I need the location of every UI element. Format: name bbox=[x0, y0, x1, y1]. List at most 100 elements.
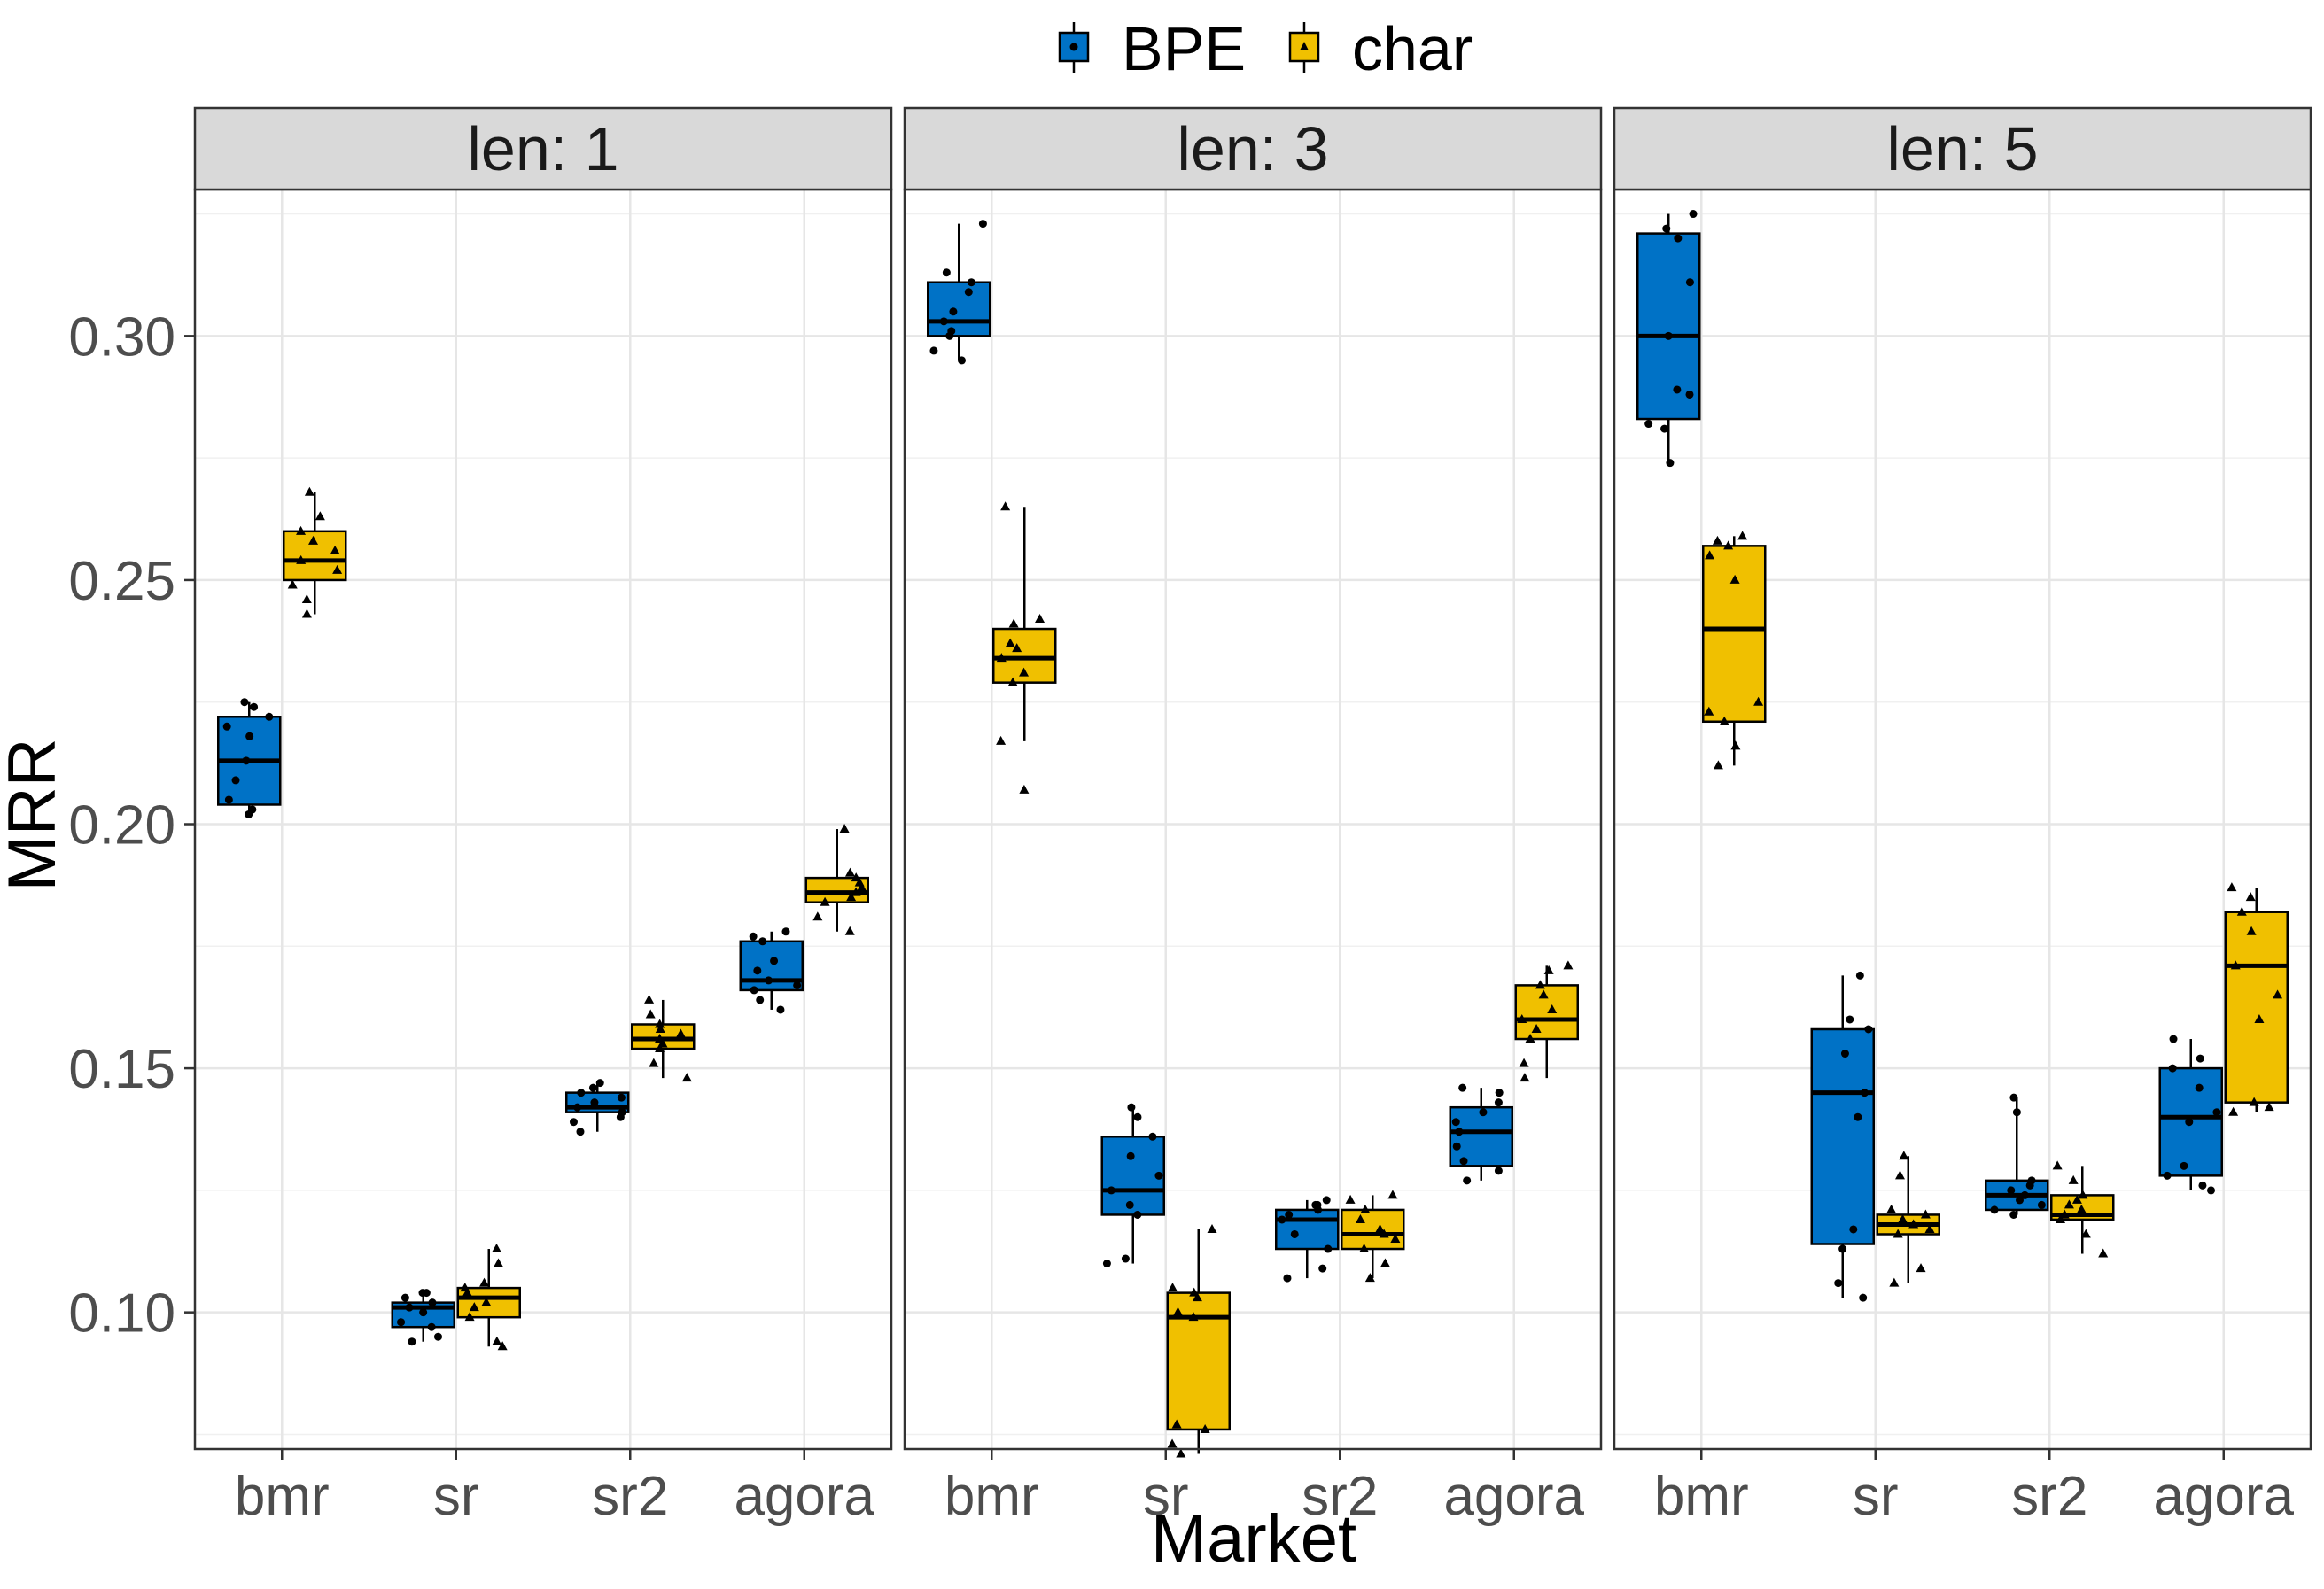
box-char-agora-point bbox=[844, 926, 855, 935]
box-char-agora-point bbox=[1543, 965, 1554, 974]
box-bpe-agora-point bbox=[765, 976, 773, 985]
box-char-sr-point bbox=[1192, 1292, 1202, 1302]
box-char-bmr-point bbox=[296, 525, 307, 535]
box-char-sr2-point bbox=[1375, 1223, 1386, 1233]
box-bpe-agora-point bbox=[2185, 1118, 2194, 1127]
box-bpe-bmr bbox=[217, 698, 282, 818]
box-bpe-bmr-point bbox=[245, 732, 254, 740]
box-bpe-agora-point bbox=[1494, 1167, 1503, 1175]
box-char-sr-point bbox=[497, 1341, 508, 1351]
box-bpe-sr2-point bbox=[1322, 1196, 1331, 1205]
box-bpe-agora-point bbox=[2180, 1161, 2188, 1170]
panel-len-3-strip-title: len: 3 bbox=[1177, 114, 1328, 183]
box-char-bmr-point bbox=[1007, 677, 1018, 686]
box-char-sr2-point bbox=[2059, 1209, 2070, 1219]
box-char-sr-point bbox=[1189, 1287, 1200, 1297]
box-bpe-agora-point bbox=[781, 927, 790, 936]
box-bpe-sr-point bbox=[1846, 1015, 1854, 1024]
box-bpe-sr-point bbox=[419, 1308, 428, 1317]
box-bpe-agora-point bbox=[1495, 1089, 1504, 1097]
x-tick-label-bmr: bmr bbox=[235, 1466, 330, 1527]
box-bpe-sr-point bbox=[1107, 1186, 1115, 1195]
box-char-sr-point bbox=[1207, 1223, 1217, 1233]
box-char-agora-point bbox=[2264, 1102, 2274, 1112]
box-bpe-sr2-point bbox=[617, 1093, 626, 1102]
box-char-sr-point bbox=[1894, 1170, 1905, 1180]
box-bpe-bmr-point bbox=[947, 327, 956, 336]
box-bpe-bmr-point bbox=[929, 346, 938, 355]
box-bpe-sr-point bbox=[397, 1318, 406, 1327]
box-bpe-sr2-point bbox=[2027, 1176, 2036, 1185]
box-char-bmr-point bbox=[1753, 696, 1764, 706]
panel-len-5-strip bbox=[1613, 106, 2312, 191]
x-tick-label-agora: agora bbox=[734, 1466, 874, 1527]
box-char-bmr-point bbox=[996, 735, 1007, 745]
box-char-bmr-point bbox=[1737, 531, 1748, 540]
box-char-bmr-point bbox=[1000, 501, 1011, 511]
box-char-bmr-point bbox=[1705, 550, 1715, 560]
box-char-sr-point bbox=[1176, 1448, 1186, 1458]
box-bpe-agora-point bbox=[1459, 1157, 1468, 1166]
box-char-bmr-point bbox=[308, 535, 319, 545]
box-char-sr2-point bbox=[2052, 1160, 2063, 1170]
box-char-sr2-point bbox=[645, 1009, 656, 1019]
box-bpe-sr2 bbox=[565, 1079, 630, 1136]
box-char-agora-iqr bbox=[2224, 911, 2289, 1104]
x-tick-label-sr2: sr2 bbox=[2011, 1466, 2087, 1527]
box-bpe-sr-point bbox=[1860, 1089, 1869, 1097]
box-bpe-agora bbox=[739, 927, 804, 1014]
panel-len-1-strip-title: len: 1 bbox=[467, 114, 618, 183]
box-char-agora-point bbox=[1535, 980, 1545, 989]
box-bpe-agora-point bbox=[2169, 1035, 2178, 1043]
box-bpe-agora-point bbox=[1463, 1176, 1472, 1185]
box-bpe-sr-point bbox=[428, 1298, 437, 1307]
box-bpe-agora-point bbox=[749, 932, 758, 941]
box-bpe-sr-point bbox=[1125, 1200, 1134, 1209]
box-bpe-bmr-point bbox=[1662, 224, 1671, 233]
box-bpe-sr2-point bbox=[577, 1089, 586, 1097]
box-char-bmr-point bbox=[1729, 574, 1740, 584]
x-tick-label-sr: sr bbox=[1143, 1466, 1189, 1527]
box-char-bmr-point bbox=[330, 545, 340, 554]
box-bpe-agora-point bbox=[2207, 1186, 2216, 1195]
box-char-agora-point bbox=[1547, 1004, 1558, 1013]
box-char-sr-point bbox=[1171, 1419, 1182, 1429]
box-char-agora-point bbox=[1538, 989, 1549, 999]
box-bpe-sr-point bbox=[400, 1293, 409, 1302]
panel-len-3: len: 3 bmr sr sr2 agora bbox=[903, 106, 1603, 1527]
box-char-sr2-point bbox=[675, 1028, 686, 1038]
box-bpe-sr2-point bbox=[2037, 1200, 2046, 1209]
box-char-agora-point bbox=[2245, 892, 2256, 902]
box-bpe-sr-point bbox=[1854, 1112, 1862, 1121]
box-char-agora-point bbox=[820, 896, 830, 906]
box-char-bmr-point bbox=[1719, 716, 1729, 725]
x-tick-label-bmr: bmr bbox=[944, 1466, 1039, 1527]
box-char-agora-point bbox=[1517, 1013, 1527, 1023]
box-char-sr2-point bbox=[655, 1034, 665, 1043]
box-bpe-agora-point bbox=[1452, 1142, 1461, 1151]
box-char-sr2-point bbox=[1380, 1258, 1390, 1267]
box-bpe-sr-point bbox=[1859, 1293, 1868, 1302]
panel-len-1-background bbox=[195, 190, 891, 1449]
y-tick-label: 0.10 bbox=[68, 1283, 175, 1345]
box-bpe-sr2-point bbox=[576, 1128, 585, 1136]
box-char-agora-iqr bbox=[1514, 984, 1579, 1041]
box-char-sr-point bbox=[462, 1287, 472, 1297]
box-bpe-sr-point bbox=[405, 1303, 414, 1312]
box-bpe-bmr-point bbox=[957, 356, 966, 365]
box-char-agora-point bbox=[1525, 1034, 1535, 1043]
box-char-bmr-point bbox=[1008, 618, 1019, 628]
box-bpe-bmr-point bbox=[1666, 459, 1675, 468]
box-char-agora-point bbox=[839, 824, 850, 833]
panel-len-5-background bbox=[1614, 190, 2311, 1449]
box-bpe-sr-point bbox=[1840, 1050, 1849, 1058]
box-bpe-sr-point bbox=[1855, 971, 1864, 980]
x-axis-title: Market bbox=[1151, 1501, 1356, 1577]
box-bpe-sr-point bbox=[1126, 1151, 1135, 1160]
box-bpe-bmr-point bbox=[978, 220, 987, 229]
box-char-sr-point bbox=[1916, 1263, 1926, 1273]
box-char-sr-point bbox=[494, 1258, 504, 1267]
box-char-agora-point bbox=[846, 892, 857, 902]
box-bpe-sr2-point bbox=[573, 1103, 582, 1112]
box-char-sr-point bbox=[1898, 1213, 1908, 1223]
